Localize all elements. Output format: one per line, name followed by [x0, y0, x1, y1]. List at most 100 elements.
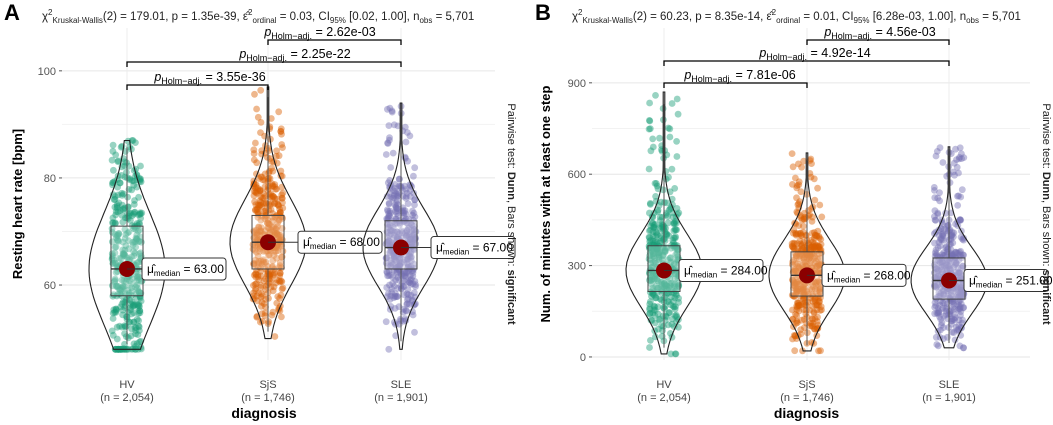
data-point	[651, 258, 659, 265]
data-point	[398, 270, 405, 278]
data-point	[111, 278, 118, 286]
panel-letter: A	[4, 0, 20, 25]
data-point	[406, 238, 414, 246]
data-point	[790, 245, 798, 253]
data-point	[403, 189, 411, 197]
data-point	[655, 256, 663, 264]
data-point	[123, 168, 130, 176]
data-point	[667, 254, 675, 262]
data-point	[410, 209, 418, 217]
data-point	[808, 322, 816, 330]
data-point	[390, 234, 398, 242]
data-point	[387, 209, 395, 217]
data-point	[396, 262, 403, 270]
data-point	[795, 280, 803, 288]
data-point	[647, 260, 654, 267]
data-point	[655, 253, 663, 261]
data-point	[385, 345, 393, 353]
data-point	[112, 283, 120, 290]
data-point	[134, 284, 141, 292]
data-point	[258, 302, 265, 310]
data-point	[265, 184, 273, 192]
data-point	[121, 235, 129, 242]
data-point	[112, 305, 120, 313]
data-point	[959, 235, 966, 243]
data-point	[276, 259, 284, 267]
data-point	[407, 263, 415, 270]
data-point	[647, 222, 655, 230]
data-point	[410, 226, 418, 234]
data-point	[661, 248, 669, 256]
data-point	[278, 313, 285, 321]
data-point	[394, 284, 402, 292]
data-point	[674, 210, 681, 218]
data-point	[252, 287, 259, 294]
subtitle-part: (2) = 179.01,	[103, 11, 172, 23]
data-point	[952, 248, 960, 256]
data-point	[673, 226, 680, 234]
data-point	[952, 259, 960, 266]
data-point	[393, 292, 401, 300]
data-point	[944, 228, 952, 235]
data-point	[806, 254, 814, 262]
data-point	[673, 205, 681, 212]
data-point	[815, 301, 823, 309]
bracket-line	[267, 39, 402, 45]
data-point	[938, 236, 946, 244]
subtitle-part: 2	[578, 8, 583, 17]
data-point	[793, 287, 801, 295]
y-tick-label: 300	[568, 261, 586, 273]
data-point	[958, 186, 966, 194]
data-point	[253, 266, 260, 274]
data-point	[957, 251, 965, 259]
data-point	[951, 171, 958, 179]
data-point	[933, 309, 941, 317]
data-point	[250, 282, 257, 289]
data-point	[278, 194, 286, 202]
data-point	[670, 227, 678, 235]
data-point	[403, 269, 411, 277]
data-point	[654, 284, 662, 292]
data-point	[671, 260, 678, 268]
data-point	[255, 257, 263, 265]
data-point	[935, 309, 942, 317]
data-point	[410, 264, 418, 272]
data-point	[938, 263, 946, 271]
data-point	[652, 233, 659, 240]
data-point	[812, 289, 820, 296]
data-point	[402, 186, 410, 193]
data-point	[954, 301, 961, 308]
data-point	[252, 189, 260, 197]
data-point	[128, 212, 136, 220]
data-point	[802, 306, 810, 314]
data-point	[267, 270, 274, 278]
data-point	[407, 193, 414, 200]
data-point	[647, 264, 655, 272]
data-point	[118, 201, 126, 209]
data-point	[405, 279, 413, 286]
data-point	[798, 316, 805, 324]
data-point	[646, 99, 653, 107]
data-point	[390, 192, 398, 199]
data-point	[408, 221, 416, 229]
data-point	[810, 309, 818, 317]
data-point	[392, 293, 399, 301]
data-point	[655, 325, 662, 333]
data-point	[652, 294, 660, 302]
data-point	[800, 238, 807, 246]
data-point	[254, 208, 261, 216]
data-point	[264, 219, 271, 227]
data-point	[674, 284, 681, 291]
data-point	[800, 288, 808, 296]
data-point	[666, 279, 673, 287]
data-point	[132, 139, 139, 147]
data-point	[811, 295, 819, 303]
data-point	[948, 252, 956, 260]
data-point	[116, 207, 124, 215]
stats-subtitle: χ2Kruskal-Wallis(2) = 60.23, p = 8.35e-1…	[572, 8, 1021, 25]
data-point	[387, 249, 394, 257]
data-point	[932, 273, 940, 281]
data-point	[411, 236, 418, 243]
data-point	[813, 306, 821, 314]
data-point	[400, 212, 408, 219]
